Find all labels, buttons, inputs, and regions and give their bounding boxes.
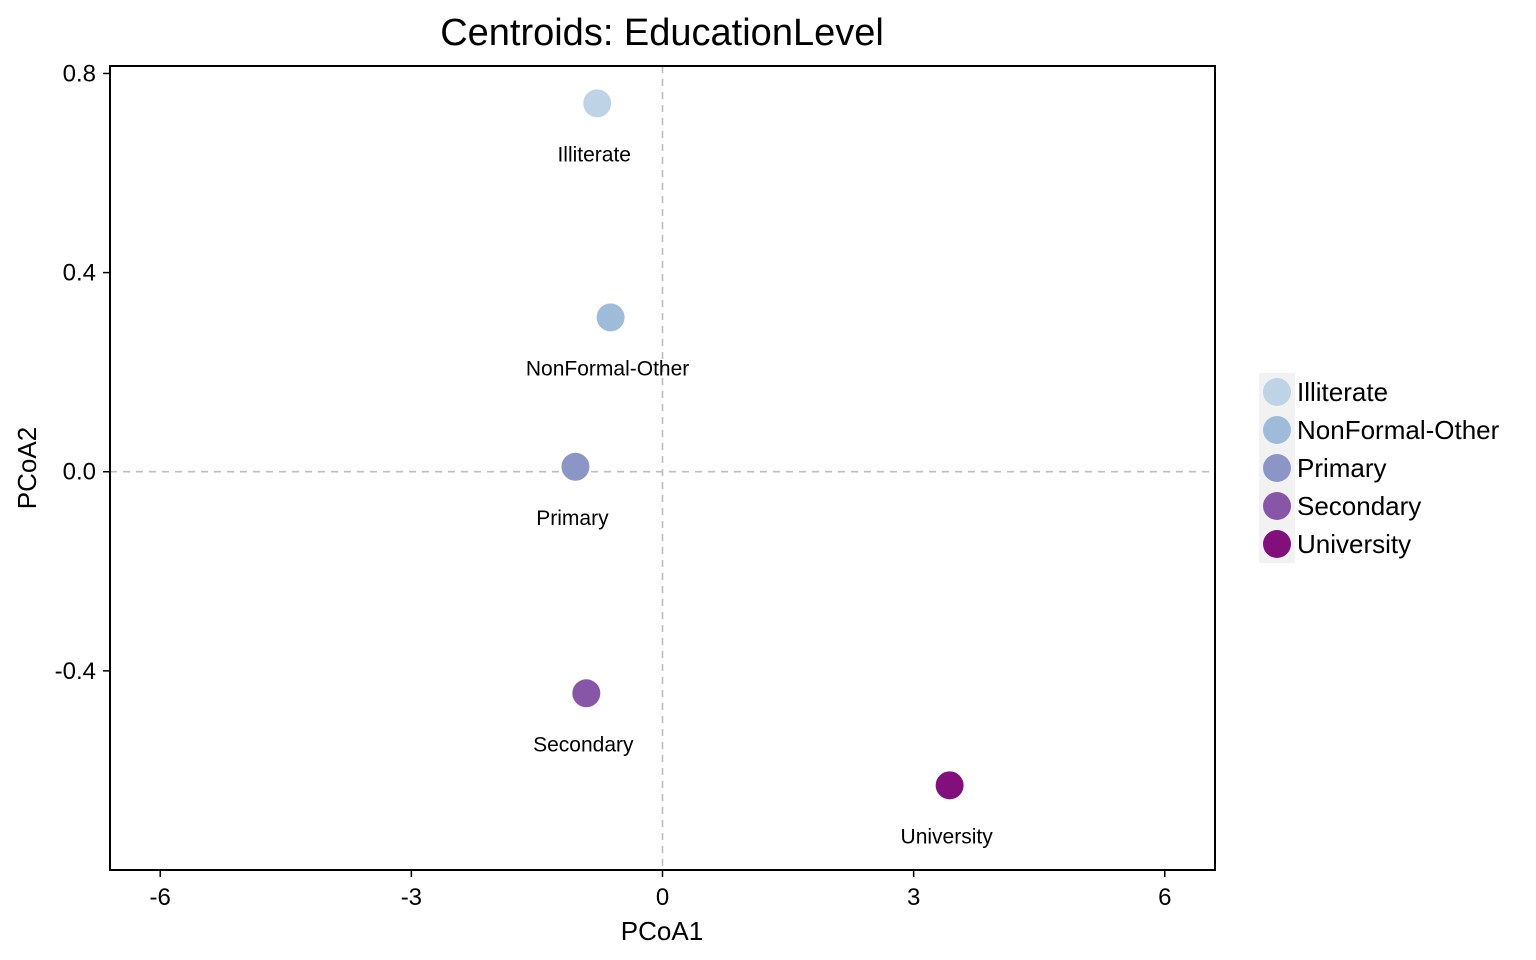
data-point-label: University <box>901 825 994 848</box>
x-axis-title: PCoA1 <box>621 916 703 946</box>
data-point <box>583 89 612 118</box>
data-point-label: NonFormal-Other <box>526 357 689 380</box>
y-tick-label: 0.4 <box>63 260 96 287</box>
x-tick-label: -3 <box>401 884 422 911</box>
chart-title: Centroids: EducationLevel <box>440 12 884 54</box>
legend-marker <box>1263 378 1291 406</box>
x-tick-label: 6 <box>1158 884 1171 911</box>
legend-label: NonFormal-Other <box>1297 415 1500 445</box>
x-axis: -6 -3 0 3 6 <box>150 870 1171 911</box>
data-points <box>561 89 964 800</box>
y-tick-label: 0.0 <box>63 459 96 486</box>
reference-lines <box>110 66 1215 870</box>
data-point <box>935 771 964 800</box>
legend-label: Illiterate <box>1297 377 1388 407</box>
data-point-label: Illiterate <box>557 143 631 166</box>
data-point <box>596 303 625 332</box>
y-tick-label: -0.4 <box>55 658 96 685</box>
legend: Illiterate NonFormal-Other Primary Secondar… <box>1259 373 1500 563</box>
y-axis-title: PCoA2 <box>12 427 42 509</box>
legend-label: University <box>1297 529 1411 559</box>
data-point-labels: Illiterate NonFormal-Other Primary Secondar… <box>526 143 993 848</box>
legend-marker <box>1263 454 1291 482</box>
x-tick-label: 0 <box>656 884 669 911</box>
y-axis: -0.4 0.0 0.4 0.8 <box>55 60 110 685</box>
x-tick-label: -6 <box>150 884 171 911</box>
legend-marker <box>1263 492 1291 520</box>
legend-marker <box>1263 530 1291 558</box>
data-point <box>572 679 601 708</box>
data-point-label: Primary <box>536 507 609 530</box>
legend-label: Secondary <box>1297 491 1421 521</box>
data-point <box>561 452 590 481</box>
data-point-label: Secondary <box>533 733 634 756</box>
legend-label: Primary <box>1297 453 1387 483</box>
x-tick-label: 3 <box>907 884 920 911</box>
legend-marker <box>1263 416 1291 444</box>
y-tick-label: 0.8 <box>63 60 96 87</box>
